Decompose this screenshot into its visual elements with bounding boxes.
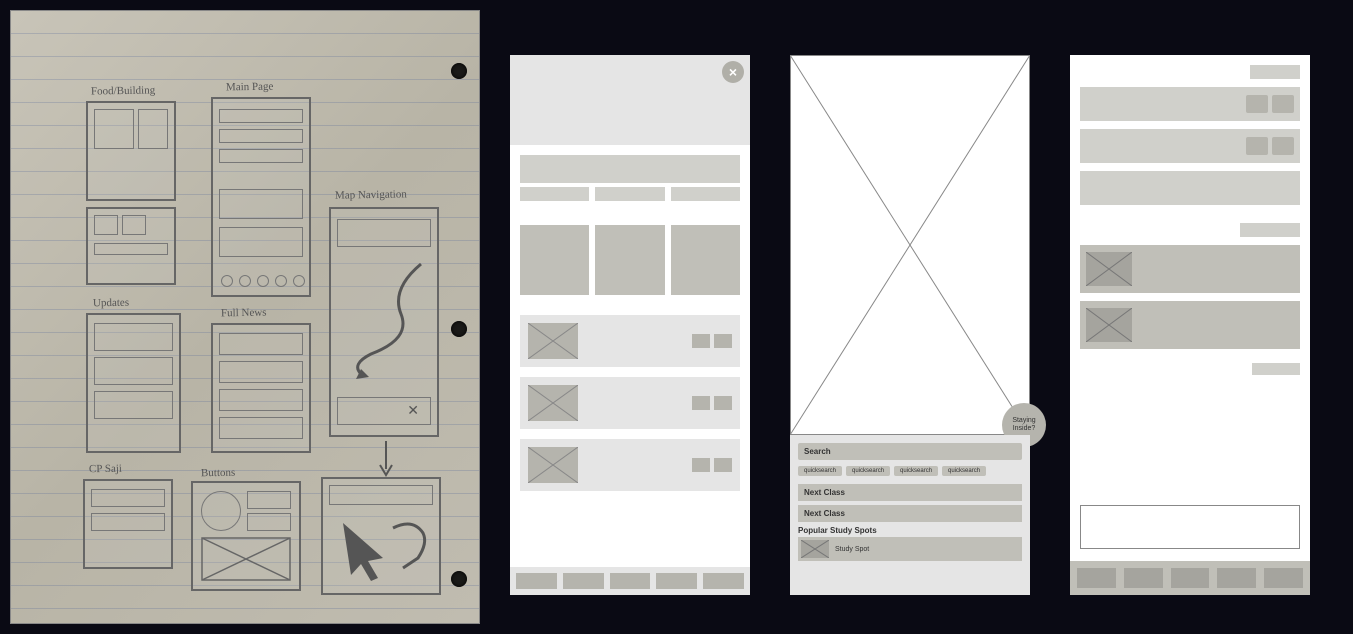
next-class-label: Next Class <box>804 488 845 497</box>
sketch-box <box>83 479 173 569</box>
tab-button[interactable] <box>1077 568 1116 588</box>
chat-bubble <box>1080 171 1300 205</box>
tab-button[interactable] <box>516 573 557 589</box>
wireframe-screen-a: × <box>510 55 750 595</box>
sketch-box <box>191 481 301 591</box>
popular-study-spots-heading: Popular Study Spots <box>798 526 1022 535</box>
screen-a-tabbar <box>510 567 750 595</box>
bubble-action-button[interactable] <box>1246 95 1268 113</box>
badge-line2: Inside? <box>1013 425 1036 433</box>
screen-b-hero-image-placeholder <box>790 55 1030 435</box>
chat-timestamp-placeholder <box>1240 223 1300 237</box>
wireframe-screen-c <box>1070 55 1310 595</box>
sketch-label-food: Food/Building <box>91 84 155 97</box>
item-action-button[interactable] <box>692 334 710 348</box>
list-item[interactable] <box>520 439 740 491</box>
chat-bubble <box>1080 87 1300 121</box>
next-class-row[interactable]: Next Class <box>798 484 1022 501</box>
next-class-label: Next Class <box>804 509 845 518</box>
sketch-label-main: Main Page <box>226 81 274 94</box>
tab-button[interactable] <box>1264 568 1303 588</box>
item-action-button[interactable] <box>714 458 732 472</box>
message-input[interactable] <box>1080 505 1300 549</box>
media-row[interactable] <box>1080 301 1300 349</box>
sketch-box <box>86 101 176 201</box>
bubble-action-button[interactable] <box>1272 137 1294 155</box>
item-action-button[interactable] <box>714 396 732 410</box>
tab-button[interactable] <box>610 573 651 589</box>
sketch-box <box>211 97 311 297</box>
screen-c-tabbar <box>1070 561 1310 595</box>
sketch-label-updates: Updates <box>93 297 129 310</box>
card-placeholder[interactable] <box>595 225 664 295</box>
image-placeholder-icon <box>528 447 578 483</box>
quicksearch-chip[interactable]: quicksearch <box>798 466 842 476</box>
search-label: Search <box>804 447 831 456</box>
card-placeholder[interactable] <box>520 225 589 295</box>
sketch-label-fullnews: Full News <box>221 307 267 320</box>
image-placeholder-icon <box>1086 252 1132 286</box>
banner-title-placeholder <box>520 155 740 183</box>
quicksearch-chip[interactable]: quicksearch <box>846 466 890 476</box>
sketch-box <box>321 477 441 595</box>
list-item[interactable] <box>520 315 740 367</box>
banner-sub-placeholder <box>595 187 664 201</box>
image-placeholder-icon <box>1086 308 1132 342</box>
sketch-label-map: Map Navigation <box>335 188 407 201</box>
close-icon[interactable]: × <box>722 61 744 83</box>
sketch-label-cpsaji: CP Saji <box>89 463 122 476</box>
badge-line1: Staying <box>1012 417 1035 425</box>
down-arrow-icon <box>376 441 396 477</box>
sketch-box: ✕ <box>329 207 439 437</box>
image-placeholder-icon <box>528 385 578 421</box>
bubble-action-button[interactable] <box>1246 137 1268 155</box>
punch-hole-icon <box>451 571 467 587</box>
next-class-row[interactable]: Next Class <box>798 505 1022 522</box>
search-field[interactable]: Search <box>798 443 1022 460</box>
screen-a-banner <box>520 155 740 205</box>
screen-a-header: × <box>510 55 750 145</box>
banner-sub-placeholder <box>671 187 740 201</box>
punch-hole-icon <box>451 321 467 337</box>
item-action-button[interactable] <box>692 458 710 472</box>
list-item[interactable] <box>520 377 740 429</box>
tab-button[interactable] <box>703 573 744 589</box>
paper-sketch-photo: Food/Building Main Page Map Navigation U… <box>10 10 480 624</box>
chat-bubble <box>1080 129 1300 163</box>
quicksearch-chip-row: quicksearch quicksearch quicksearch quic… <box>798 466 1022 476</box>
cross-icon <box>201 537 291 581</box>
sketch-box <box>211 323 311 453</box>
media-row[interactable] <box>1080 245 1300 293</box>
banner-sub-placeholder <box>520 187 589 201</box>
tab-button[interactable] <box>656 573 697 589</box>
quicksearch-chip[interactable]: quicksearch <box>894 466 938 476</box>
map-squiggle-icon <box>341 259 431 379</box>
card-placeholder[interactable] <box>671 225 740 295</box>
screen-b-lower-panel: Search quicksearch quicksearch quicksear… <box>790 435 1030 595</box>
item-action-button[interactable] <box>692 396 710 410</box>
image-placeholder-icon <box>801 540 829 558</box>
sketch-label-buttons: Buttons <box>201 467 235 480</box>
screen-a-list <box>520 315 740 491</box>
sketch-box <box>86 313 181 453</box>
chat-timestamp-placeholder <box>1252 363 1300 375</box>
tab-button[interactable] <box>563 573 604 589</box>
bubble-action-button[interactable] <box>1272 95 1294 113</box>
quicksearch-chip[interactable]: quicksearch <box>942 466 986 476</box>
screen-a-card-row <box>520 225 740 295</box>
close-icon-glyph: × <box>729 64 737 80</box>
tab-button[interactable] <box>1171 568 1210 588</box>
punch-hole-icon <box>451 63 467 79</box>
study-spot-label: Study Spot <box>835 546 869 553</box>
wireframe-row: × <box>510 55 1310 595</box>
wireframe-screen-b: Staying Inside? Search quicksearch quick… <box>790 55 1030 595</box>
sketch-box <box>86 207 176 285</box>
tab-button[interactable] <box>1217 568 1256 588</box>
image-placeholder-icon <box>528 323 578 359</box>
study-spot-row[interactable]: Study Spot <box>798 537 1022 561</box>
arrow-cursor-icon <box>333 513 433 583</box>
item-action-button[interactable] <box>714 334 732 348</box>
tab-button[interactable] <box>1124 568 1163 588</box>
chat-timestamp-placeholder <box>1250 65 1300 79</box>
